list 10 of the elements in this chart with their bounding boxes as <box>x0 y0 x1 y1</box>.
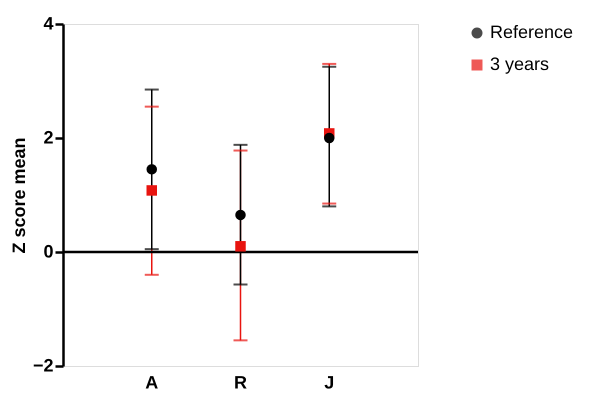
y-tick-label: 2 <box>43 128 54 148</box>
x-tick-label: A <box>145 372 158 392</box>
y-tick-label: 4 <box>43 14 54 34</box>
x-tick-label: J <box>324 372 334 392</box>
legend-label: Reference <box>490 22 574 42</box>
x-tick-label: R <box>234 372 247 392</box>
y-tick-label: 0 <box>43 242 54 262</box>
legend-label: 3 years <box>490 54 550 74</box>
y-tick-label: −2 <box>32 356 54 376</box>
y-axis-title: Z score mean <box>8 137 29 254</box>
